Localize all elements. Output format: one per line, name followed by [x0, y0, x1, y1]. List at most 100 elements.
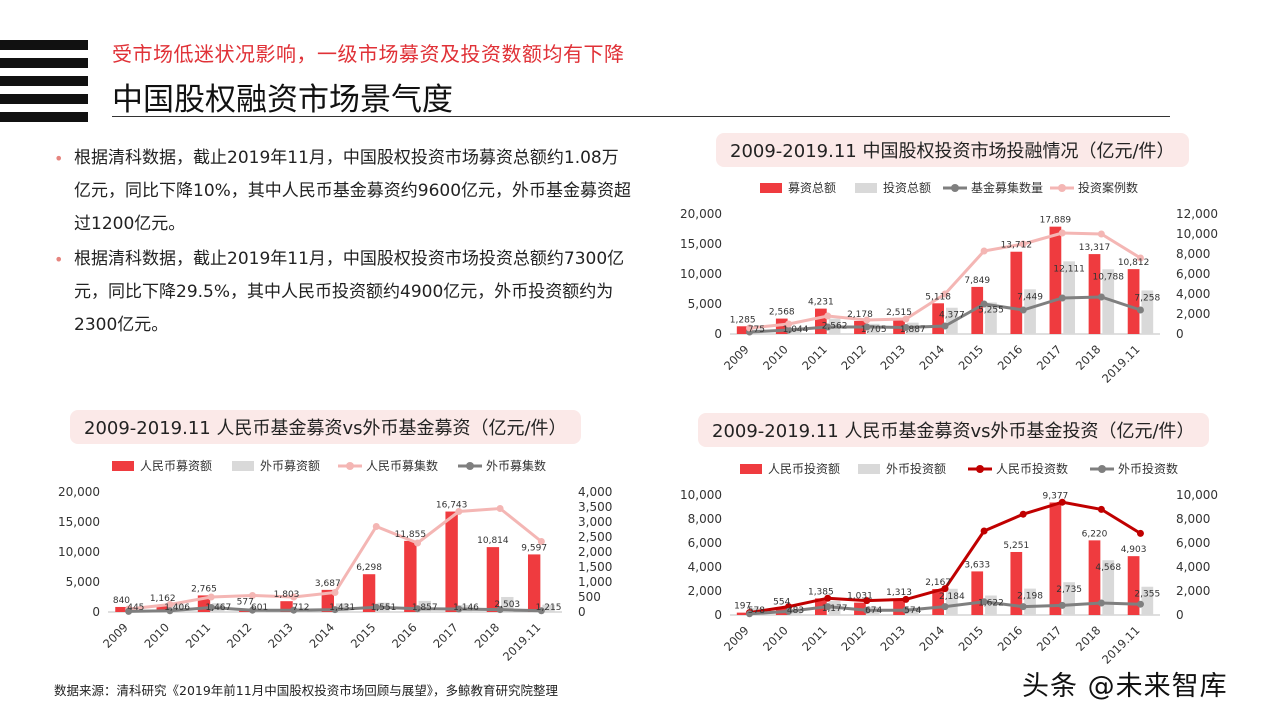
bar-data-label: 6,298 [356, 563, 382, 573]
legend-swatch [740, 464, 762, 474]
y2-tick-label: 0 [578, 605, 586, 619]
bar-data-label: 1,887 [900, 325, 926, 335]
bar-data-label: 1,467 [205, 603, 231, 613]
legend-label: 投资案例数 [1078, 180, 1138, 195]
bar [1024, 289, 1036, 334]
line-point [824, 594, 832, 602]
line-point [414, 605, 422, 613]
bar-data-label: 1,385 [808, 587, 834, 597]
line-point [1136, 306, 1144, 314]
line-point [496, 606, 504, 614]
line-point [824, 603, 832, 611]
line-point [824, 323, 832, 331]
bar-data-label: 9,377 [1043, 491, 1069, 501]
y2-tick-label: 3,500 [578, 500, 612, 514]
bar [1049, 226, 1062, 334]
y-tick-label: 6,000 [688, 536, 722, 550]
legend-swatch-point [346, 462, 354, 470]
bar [985, 595, 997, 615]
x-tick-label: 2017 [1034, 342, 1065, 373]
chart-title-investment: 2009-2019.11 人民币基金募资vs外币基金投资（亿元/件） [698, 413, 1209, 447]
bar [1010, 251, 1023, 334]
bar-data-label: 601 [251, 603, 268, 613]
line-point [980, 527, 988, 535]
bar [170, 603, 184, 612]
bar-data-label: 1,313 [886, 588, 912, 598]
bar-data-label: 3,687 [315, 579, 341, 589]
bar-data-label: 2,178 [847, 310, 873, 320]
bar-data-label: 775 [748, 325, 765, 335]
x-tick-label: 2016 [389, 620, 420, 651]
bar-data-label: 197 [734, 602, 751, 612]
legend-swatch [858, 464, 880, 474]
legend-label: 募资总额 [788, 181, 836, 195]
x-tick-label: 2013 [877, 623, 908, 654]
line-point [414, 539, 422, 547]
x-tick-label: 2011 [183, 620, 214, 651]
line-point [1019, 306, 1027, 314]
y2-tick-label: 1,500 [578, 560, 612, 574]
bar-data-label: 2,184 [939, 592, 965, 602]
line-point [455, 605, 463, 613]
line-point [1058, 294, 1066, 302]
legend-swatch-point [1098, 465, 1106, 473]
bar-data-label: 13,712 [1001, 241, 1032, 251]
line-point [863, 606, 871, 614]
x-tick-label: 2014 [917, 623, 948, 654]
line-point [537, 538, 545, 545]
bar-data-label: 483 [787, 606, 804, 616]
y-tick-label: 2,000 [688, 584, 722, 598]
x-tick-label: 2015 [956, 623, 987, 654]
x-tick-label: 2019.11 [1099, 623, 1143, 667]
x-tick-label: 2012 [224, 620, 255, 651]
line-point [863, 316, 871, 324]
bar [893, 599, 905, 615]
line-point [1058, 601, 1066, 609]
line-point [331, 589, 339, 596]
line-point [1097, 599, 1105, 607]
x-tick-label: 2011 [799, 623, 830, 654]
x-tick-label: 2009 [721, 342, 752, 373]
bar-data-label: 1,622 [978, 599, 1004, 609]
y2-tick-label: 8,000 [1176, 247, 1210, 261]
x-tick-label: 2010 [760, 342, 791, 373]
bar-data-label: 1,406 [164, 603, 190, 613]
y2-tick-label: 0 [1176, 608, 1184, 622]
line-point [125, 607, 133, 615]
bar [486, 547, 500, 612]
bar [404, 540, 417, 612]
page-title: 中国股权融资市场景气度 [112, 82, 453, 118]
bar-data-label: 574 [904, 606, 921, 616]
y-tick-label: 0 [714, 327, 722, 341]
bar [736, 612, 749, 615]
bar-data-label: 7,449 [1017, 292, 1043, 302]
y2-tick-label: 0 [1176, 327, 1184, 341]
line-point [1136, 254, 1144, 262]
x-tick-label: 2009 [100, 620, 131, 651]
bar-data-label: 712 [292, 603, 309, 613]
line-point [941, 603, 949, 611]
line-point [980, 247, 988, 255]
line-point [902, 324, 910, 331]
line-point [496, 505, 504, 512]
bar-data-label: 5,251 [1003, 541, 1029, 551]
legend-label: 人民币投资额 [768, 461, 840, 476]
bar-data-label: 11,855 [395, 530, 427, 540]
x-tick-label: 2018 [472, 620, 503, 651]
data-source-note: 数据来源：清科研究《2019年前11月中国股权投资市场回顾与展望》，多鲸教育研究… [54, 683, 558, 698]
page-subtitle: 受市场低迷状况影响，一级市场募资及投资数额均有下降 [112, 42, 625, 66]
bar-data-label: 2,735 [1056, 585, 1082, 595]
legend-swatch [232, 461, 254, 471]
bar-data-label: 10,812 [1118, 258, 1150, 268]
bar-data-label: 16,743 [436, 501, 468, 511]
y2-tick-label: 500 [578, 590, 601, 604]
chart-investment: 0 2,000 4,000 6,000 8,000 10,000 0 2,000 4,000 6,… [680, 461, 1218, 667]
bar [971, 286, 984, 334]
bar-data-label: 674 [865, 606, 882, 616]
x-tick-label: 2016 [995, 342, 1026, 373]
bar [1102, 269, 1115, 334]
line-point [902, 606, 910, 614]
y2-tick-label: 12,000 [1176, 207, 1218, 221]
legend-label: 投资总额 [883, 180, 931, 195]
bar-data-label: 4,377 [939, 311, 965, 321]
